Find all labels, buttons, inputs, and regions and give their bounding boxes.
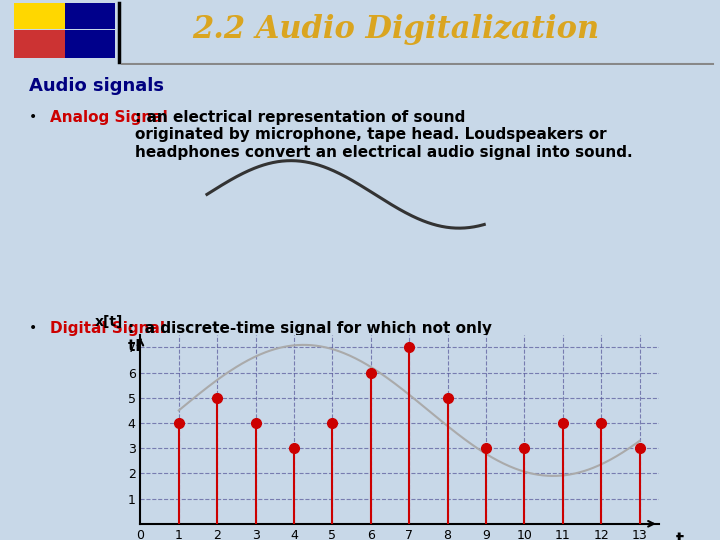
Text: 0: 0 xyxy=(136,539,145,540)
Text: Analog Signal: Analog Signal xyxy=(50,110,168,125)
Bar xyxy=(65,3,115,29)
Bar xyxy=(65,30,115,58)
Y-axis label: x[t]: x[t] xyxy=(95,315,124,329)
Bar xyxy=(14,30,65,58)
Text: Digital Signal: Digital Signal xyxy=(50,321,166,336)
Bar xyxy=(14,3,65,29)
Text: : an electrical representation of sound
originated by microphone, tape head. Lou: : an electrical representation of sound … xyxy=(135,110,633,160)
X-axis label: t: t xyxy=(675,531,683,540)
Text: Audio signals: Audio signals xyxy=(29,77,164,94)
Text: •: • xyxy=(29,110,37,124)
Text: •: • xyxy=(29,321,37,335)
Text: :  a discrete-time signal for which not only
the time but also the amplitude has: : a discrete-time signal for which not o… xyxy=(128,321,572,354)
Text: 2.2 Audio Digitalization: 2.2 Audio Digitalization xyxy=(192,14,600,45)
